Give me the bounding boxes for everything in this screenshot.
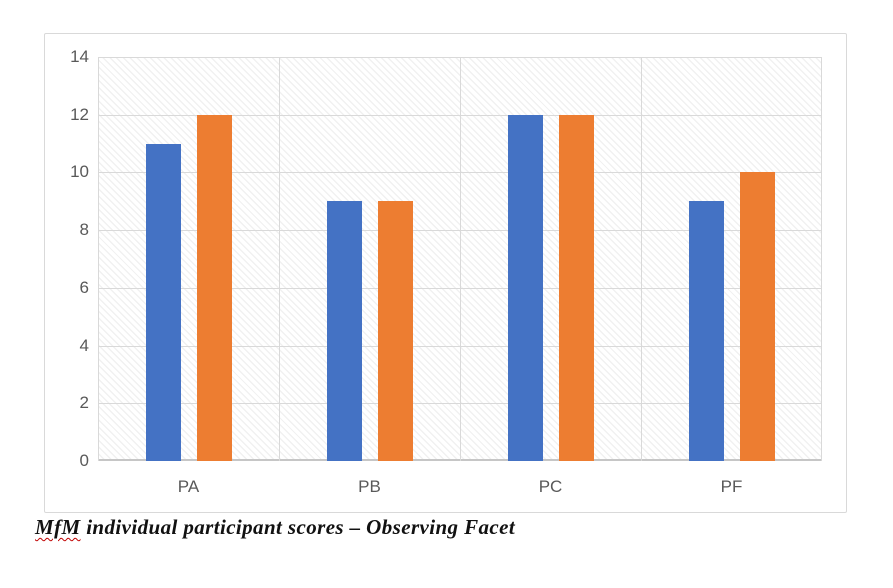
bar-pa-orange-series [197, 115, 232, 461]
x-tick-label-pc: PC [538, 477, 563, 496]
y-tick-label-0: 0 [79, 451, 89, 470]
gridline-v-2 [460, 57, 461, 461]
bar-pc-orange-series [559, 115, 594, 461]
y-tick-label-12: 12 [70, 104, 89, 124]
plot-area [98, 57, 822, 461]
bar-pf-orange-series [740, 172, 775, 461]
bar-pb-blue-series [327, 201, 362, 461]
y-tick-label-4: 4 [79, 335, 89, 355]
x-tick-label-pf: PF [720, 477, 743, 496]
gridline-v-4 [821, 57, 822, 461]
gridline-v-1 [279, 57, 280, 461]
caption-text: individual participant scores – Observin… [80, 515, 516, 539]
y-tick-label-14: 14 [70, 47, 89, 66]
y-tick-label-6: 6 [79, 277, 89, 297]
bar-pc-blue-series [508, 115, 543, 461]
caption-misspelled-word: MfM [35, 515, 81, 539]
gridline-v-3 [641, 57, 642, 461]
y-tick-label-8: 8 [79, 220, 89, 240]
y-axis-line [98, 57, 99, 461]
x-tick-label-pb: PB [358, 477, 381, 496]
figure-caption: MfM individual participant scores – Obse… [35, 515, 855, 540]
bar-pa-blue-series [146, 144, 181, 461]
y-tick-label-2: 2 [79, 393, 89, 413]
bar-pb-orange-series [378, 201, 413, 461]
x-tick-label-pa: PA [177, 477, 200, 496]
y-tick-label-10: 10 [70, 162, 89, 182]
chart-frame[interactable]: 0 2 4 6 8 10 12 14 PA PB PC PF [44, 33, 847, 513]
bar-pf-blue-series [689, 201, 724, 461]
